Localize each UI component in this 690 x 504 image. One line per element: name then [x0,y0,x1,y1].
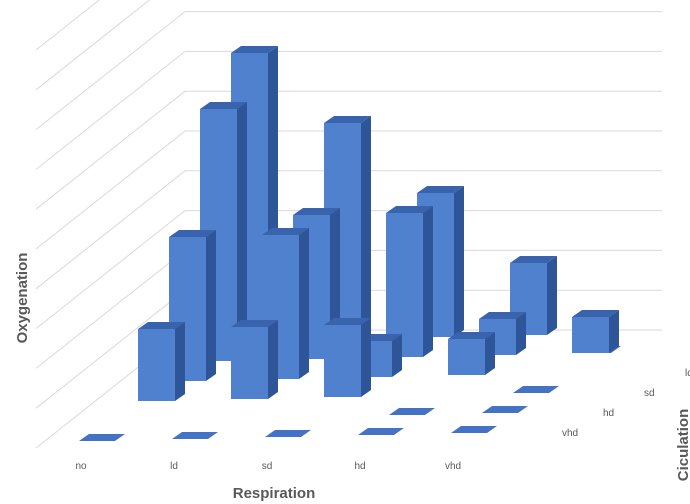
bars [138,46,619,401]
bar [482,406,528,413]
bar [389,408,435,415]
depth-axis-title: Ciculation [675,409,690,482]
x-tick-label: sd [262,461,273,472]
bar [386,206,433,357]
bar [358,428,404,435]
bar [79,434,125,441]
gridline [35,170,186,290]
gridline [35,11,186,130]
bar [169,230,216,381]
bar [572,310,619,353]
x-tick-labels: no ld sd hd vhd [75,461,461,472]
depth-tick-label: ld [685,368,690,379]
bar [231,320,278,399]
x-tick-label: vhd [445,461,461,472]
y-axis-title: Oxygenation [14,253,31,344]
bar [138,322,185,401]
gridline [35,210,186,329]
bar [451,426,497,433]
bar [265,430,311,437]
bar [513,386,559,393]
bar [172,432,218,439]
depth-tick-label: sd [644,388,655,399]
bar [324,318,371,397]
depth-tick-labels: vhdhdsdldno [562,368,690,439]
gridline [35,0,151,91]
gridline [35,289,186,409]
depth-tick-label: vhd [562,428,578,439]
x-axis-title: Respiration [233,485,316,502]
gridline [35,51,186,170]
depth-tick-label: hd [603,408,614,419]
x-tick-label: no [75,461,87,472]
gridline [35,0,100,51]
bar [448,332,495,375]
gridline [35,130,186,250]
x-tick-label: hd [354,461,365,472]
x-tick-label: ld [170,461,178,472]
gridline [35,90,186,210]
gridline [35,250,186,369]
